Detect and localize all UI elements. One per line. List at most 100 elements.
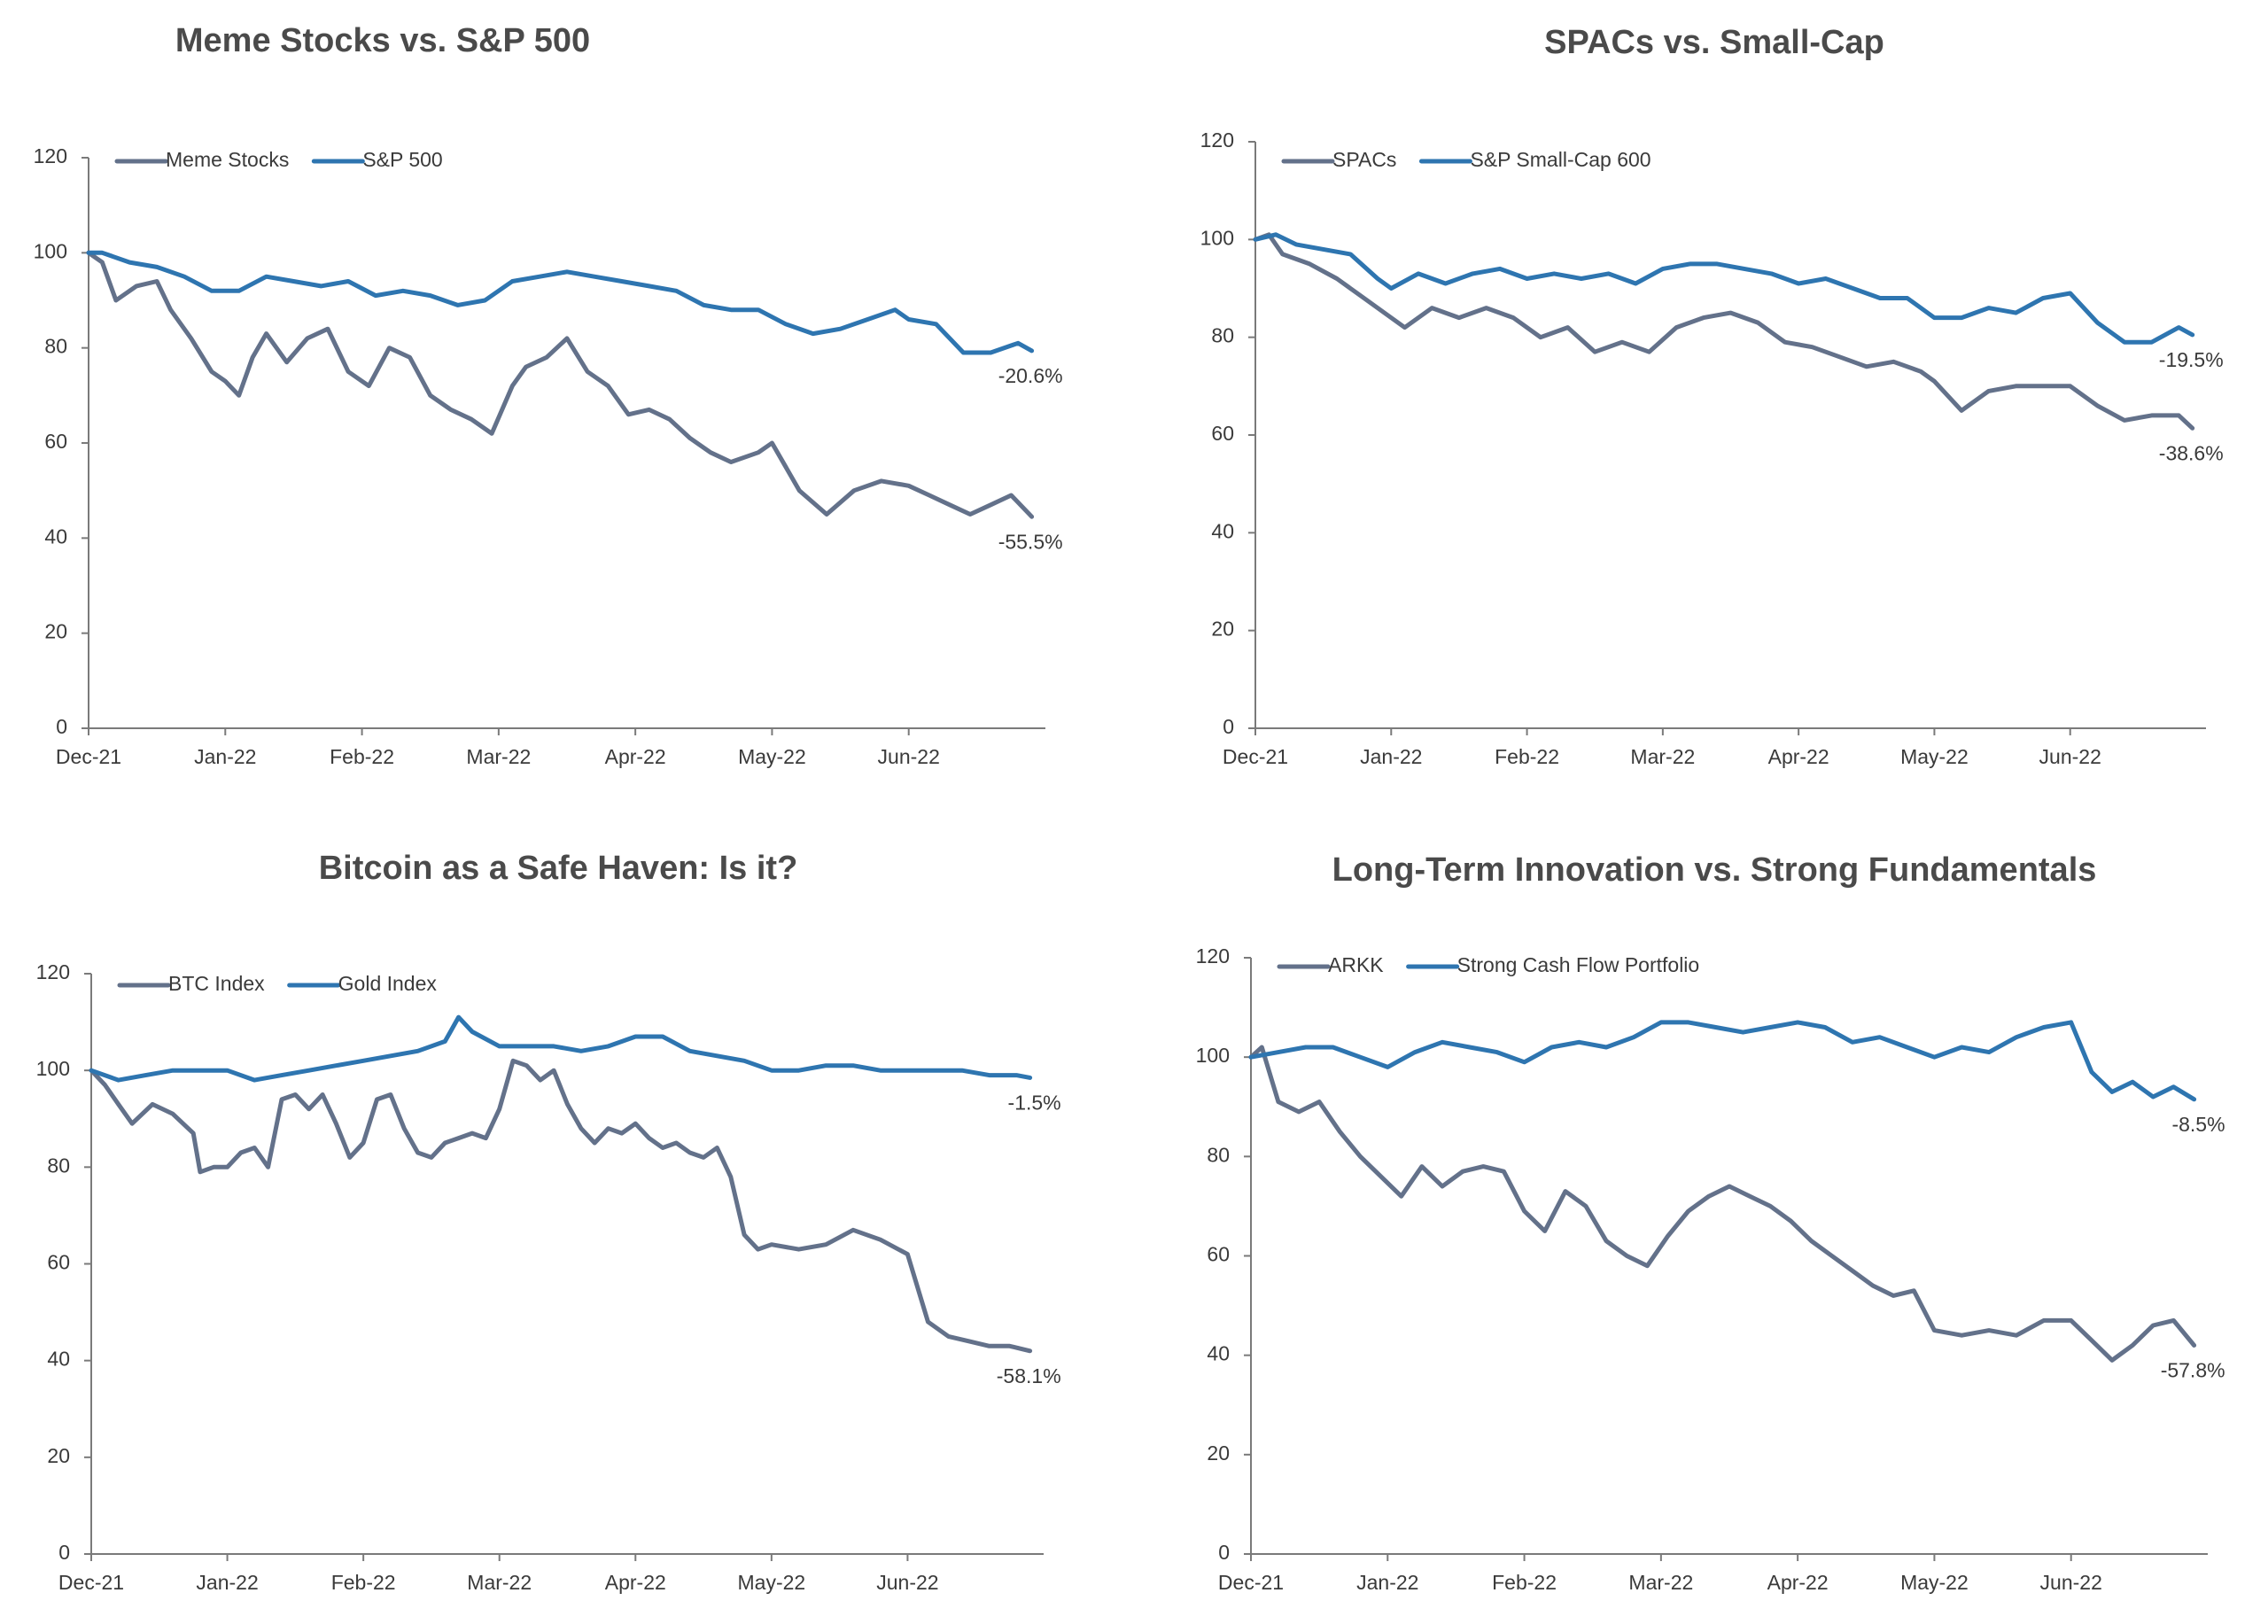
x-tick-label: Apr-22 [605, 745, 666, 768]
y-tick-label: 120 [36, 960, 70, 983]
end-value-label: -58.1% [997, 1364, 1061, 1387]
y-tick-label: 20 [1211, 618, 1234, 641]
y-tick-label: 100 [1196, 1044, 1230, 1067]
legend-item: S&P Small-Cap 600 [1418, 148, 1651, 171]
y-tick-label: 60 [47, 1251, 70, 1274]
legend-label: S&P Small-Cap 600 [1470, 148, 1651, 171]
y-tick-label: 120 [1200, 128, 1234, 152]
y-tick-label: 20 [47, 1444, 70, 1467]
legend-item: Gold Index [287, 972, 438, 995]
x-tick-label: Apr-22 [605, 1571, 666, 1594]
x-tick-label: Dec-21 [1218, 1571, 1284, 1594]
y-tick-label: 120 [1196, 944, 1230, 967]
line-chart: Bitcoin as a Safe Haven: Is it? 0 20 40 60 80… [36, 850, 1061, 1594]
line-chart: SPACs vs. Small-Cap 0 20 40 60 80 100 120 Dec-21… [1200, 24, 2224, 768]
chart-title: Long-Term Innovation vs. Strong Fundamen… [1332, 851, 2097, 889]
x-tick-label: Jan-22 [194, 745, 256, 768]
legend-item: ARKK [1277, 953, 1384, 976]
legend-item: S&P 500 [311, 148, 443, 171]
end-value-label: -38.6% [2159, 441, 2224, 464]
x-tick-label: Jan-22 [1356, 1571, 1418, 1594]
end-value-label: -55.5% [998, 530, 1063, 553]
end-value-label: -19.5% [2159, 348, 2224, 371]
x-tick-label: Mar-22 [466, 745, 531, 768]
y-tick-label: 0 [58, 1541, 70, 1564]
chart-panel-innovation: Long-Term Innovation vs. Strong Fundamen… [1134, 812, 2268, 1623]
legend-item: Strong Cash Flow Portfolio [1406, 953, 1700, 976]
x-tick-label: Jun-22 [2039, 745, 2101, 768]
series-line-s-p-small-cap-600 [1253, 232, 2195, 345]
line-chart: Meme Stocks vs. S&P 500 0 20 40 60 80 100 120 De… [34, 22, 1063, 768]
series-line-arkk [1248, 1045, 2197, 1363]
series-line-s-p-500 [86, 250, 1035, 355]
y-tick-label: 120 [34, 144, 67, 167]
y-tick-label: 0 [56, 715, 67, 738]
y-tick-label: 20 [1207, 1441, 1230, 1465]
x-tick-label: Jun-22 [878, 745, 940, 768]
y-tick-label: 40 [1211, 519, 1234, 542]
end-value-label: -57.8% [2161, 1359, 2225, 1382]
y-tick-label: 0 [1218, 1541, 1230, 1564]
x-tick-label: Mar-22 [1628, 1571, 1693, 1594]
x-tick-label: May-22 [1900, 745, 1969, 768]
y-tick-label: 80 [47, 1154, 70, 1177]
x-tick-label: Feb-22 [330, 745, 394, 768]
series-line-spacs [1253, 232, 2195, 431]
legend-item: BTC Index [117, 972, 265, 995]
y-tick-label: 80 [44, 335, 67, 358]
y-tick-label: 100 [34, 239, 67, 262]
y-tick-label: 60 [1207, 1243, 1230, 1266]
line-chart: Long-Term Innovation vs. Strong Fundamen… [1196, 851, 2225, 1594]
chart-title: SPACs vs. Small-Cap [1544, 24, 1884, 61]
x-tick-label: Dec-21 [56, 745, 121, 768]
x-tick-label: May-22 [1900, 1571, 1969, 1594]
legend-label: Strong Cash Flow Portfolio [1457, 953, 1700, 976]
legend-label: S&P 500 [362, 148, 442, 171]
x-tick-label: Mar-22 [1630, 745, 1695, 768]
chart-panel-meme-stocks: Meme Stocks vs. S&P 500 0 20 40 60 80 100 120 De… [0, 0, 1134, 812]
y-tick-label: 100 [36, 1057, 70, 1080]
legend-label: SPACs [1332, 148, 1396, 171]
y-tick-label: 60 [44, 430, 67, 453]
y-tick-label: 40 [44, 524, 67, 548]
x-tick-label: Feb-22 [1495, 745, 1559, 768]
end-value-label: -1.5% [1008, 1091, 1061, 1114]
legend-label: ARKK [1328, 953, 1384, 976]
x-tick-label: May-22 [738, 745, 806, 768]
y-tick-label: 60 [1211, 422, 1234, 445]
x-tick-label: Jan-22 [1360, 745, 1422, 768]
legend-item: Meme Stocks [114, 148, 289, 171]
legend-label: BTC Index [168, 972, 265, 995]
chart-panel-bitcoin: Bitcoin as a Safe Haven: Is it? 0 20 40 60 80… [0, 812, 1134, 1623]
x-tick-label: Jun-22 [2040, 1571, 2102, 1594]
x-tick-label: Mar-22 [467, 1571, 532, 1594]
x-tick-label: Jun-22 [876, 1571, 938, 1594]
chart-title: Bitcoin as a Safe Haven: Is it? [319, 850, 798, 887]
x-tick-label: Dec-21 [1223, 745, 1288, 768]
x-tick-label: Apr-22 [1768, 745, 1829, 768]
x-tick-label: Dec-21 [58, 1571, 124, 1594]
end-value-label: -8.5% [2171, 1113, 2225, 1136]
x-tick-label: Jan-22 [196, 1571, 258, 1594]
y-tick-label: 100 [1200, 226, 1234, 249]
series-line-meme-stocks [86, 250, 1035, 519]
x-tick-label: Feb-22 [1492, 1571, 1557, 1594]
series-line-gold-index [89, 1014, 1033, 1083]
y-tick-label: 40 [47, 1348, 70, 1371]
x-tick-label: Apr-22 [1767, 1571, 1829, 1594]
y-tick-label: 80 [1211, 324, 1234, 347]
legend-item: SPACs [1281, 148, 1396, 171]
x-tick-label: May-22 [738, 1571, 806, 1594]
legend-label: Gold Index [338, 972, 438, 995]
chart-title: Meme Stocks vs. S&P 500 [175, 22, 590, 59]
series-line-btc-index [89, 1058, 1033, 1354]
chart-panel-spacs: SPACs vs. Small-Cap 0 20 40 60 80 100 120 Dec-21… [1134, 0, 2268, 812]
x-tick-label: Feb-22 [331, 1571, 396, 1594]
legend-label: Meme Stocks [166, 148, 289, 171]
y-tick-label: 0 [1223, 715, 1234, 738]
series-line-strong-cash-flow-portfolio [1248, 1020, 2197, 1102]
y-tick-label: 40 [1207, 1342, 1230, 1365]
end-value-label: -20.6% [998, 364, 1063, 387]
y-tick-label: 20 [44, 620, 67, 643]
y-tick-label: 80 [1207, 1143, 1230, 1166]
